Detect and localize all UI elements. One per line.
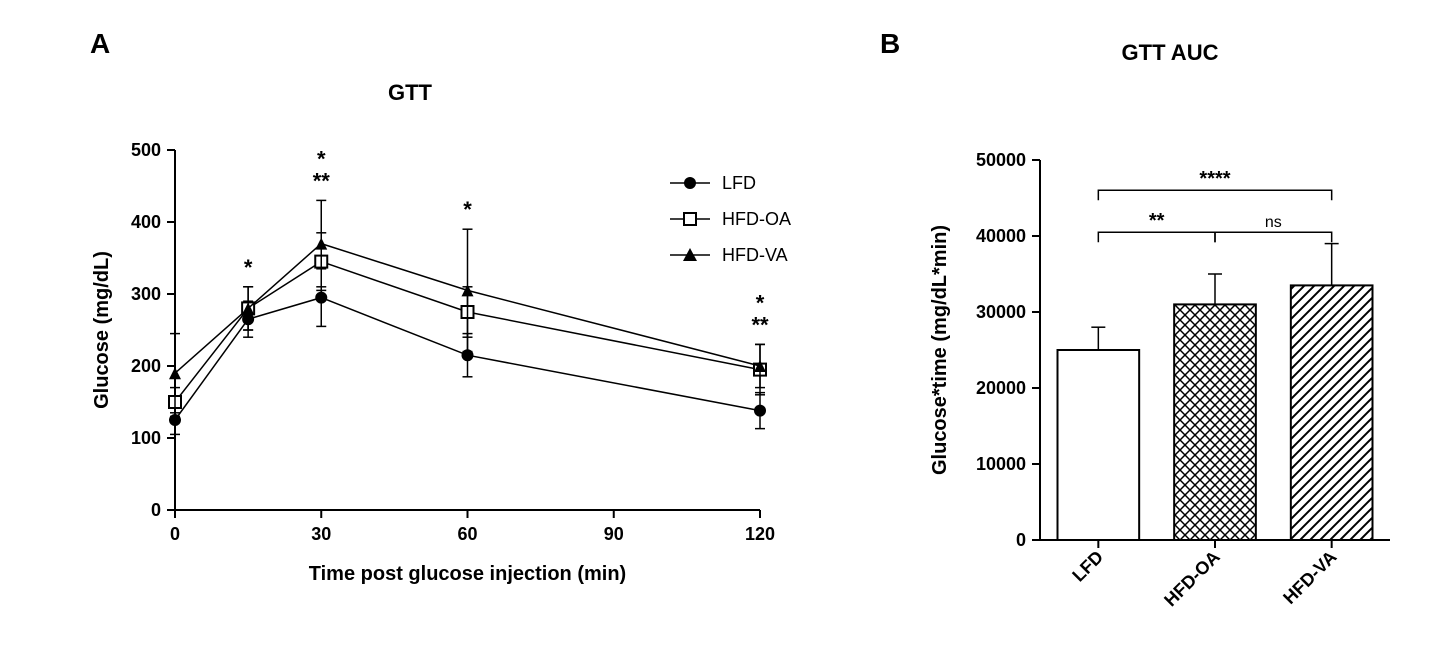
- svg-text:HFD-OA: HFD-OA: [1160, 547, 1224, 611]
- svg-text:30000: 30000: [976, 302, 1026, 322]
- svg-text:200: 200: [131, 356, 161, 376]
- legend: LFD HFD-OA HFD-VA: [670, 165, 791, 273]
- gtt-auc-bar-chart: 0 10000 20000 30000 40000 50000 Glucose*time (…: [920, 60, 1420, 660]
- svg-text:400: 400: [131, 212, 161, 232]
- svg-text:20000: 20000: [976, 378, 1026, 398]
- svg-text:Glucose (mg/dL): Glucose (mg/dL): [91, 251, 113, 409]
- svg-text:0: 0: [1016, 530, 1026, 550]
- svg-text:500: 500: [131, 140, 161, 160]
- svg-text:Glucose*time (mg/dL*min): Glucose*time (mg/dL*min): [929, 225, 951, 475]
- svg-text:*: *: [244, 255, 253, 280]
- legend-label: HFD-VA: [722, 245, 788, 266]
- panel-b-label: B: [880, 28, 900, 60]
- svg-text:50000: 50000: [976, 150, 1026, 170]
- legend-item: HFD-OA: [670, 201, 791, 237]
- svg-text:HFD-VA: HFD-VA: [1279, 547, 1340, 608]
- svg-text:0: 0: [151, 500, 161, 520]
- svg-text:90: 90: [604, 524, 624, 544]
- svg-text:**: **: [313, 168, 331, 193]
- svg-text:100: 100: [131, 428, 161, 448]
- svg-text:**: **: [751, 312, 769, 337]
- svg-text:**: **: [1149, 210, 1165, 232]
- svg-text:*: *: [463, 197, 472, 222]
- panel-a-label: A: [90, 28, 110, 60]
- legend-label: HFD-OA: [722, 209, 791, 230]
- legend-item: LFD: [670, 165, 791, 201]
- svg-text:Time post glucose injection (m: Time post glucose injection (min): [309, 563, 626, 585]
- svg-text:0: 0: [170, 524, 180, 544]
- svg-text:30: 30: [311, 524, 331, 544]
- svg-text:40000: 40000: [976, 226, 1026, 246]
- svg-text:10000: 10000: [976, 454, 1026, 474]
- svg-text:LFD: LFD: [1068, 547, 1107, 586]
- legend-label: LFD: [722, 173, 756, 194]
- legend-item: HFD-VA: [670, 237, 791, 273]
- svg-text:120: 120: [745, 524, 775, 544]
- svg-text:300: 300: [131, 284, 161, 304]
- svg-text:60: 60: [457, 524, 477, 544]
- svg-text:ns: ns: [1265, 214, 1282, 231]
- svg-text:****: ****: [1199, 168, 1230, 190]
